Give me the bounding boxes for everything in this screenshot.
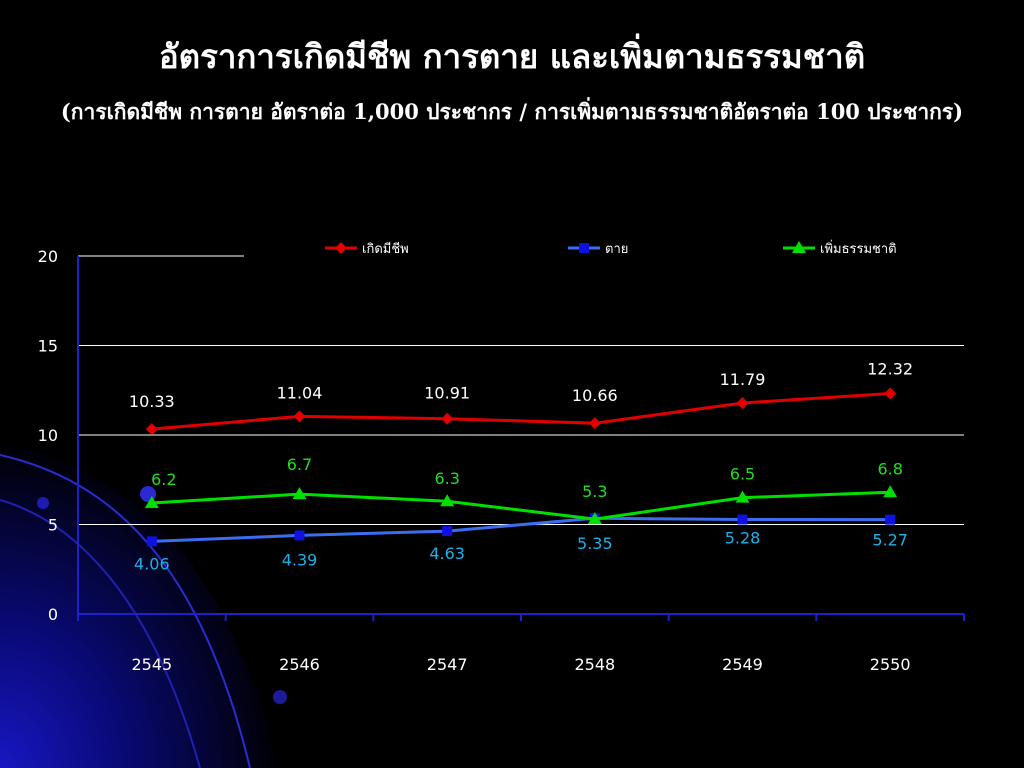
- marker-square: [579, 243, 589, 253]
- x-tick-label: 2549: [722, 655, 763, 674]
- marker-square: [294, 530, 305, 541]
- y-tick-label: 5: [48, 516, 58, 535]
- marker-triangle: [292, 487, 307, 500]
- marker-triangle: [735, 490, 750, 503]
- data-label: 4.06: [134, 554, 170, 573]
- y-tick-label: 20: [38, 247, 58, 266]
- marker-square: [885, 514, 896, 525]
- data-label: 5.27: [872, 531, 908, 550]
- legend-label: เพิ่มธรรมชาติ: [820, 240, 897, 257]
- marker-square: [737, 514, 748, 525]
- series-line: [151, 516, 891, 543]
- marker-square: [442, 526, 453, 537]
- data-label: 5.35: [577, 534, 613, 553]
- data-label: 5.28: [725, 528, 761, 547]
- data-label: 11.79: [720, 370, 766, 389]
- y-tick-label: 15: [38, 337, 58, 356]
- marker-diamond: [335, 242, 347, 254]
- marker-diamond: [588, 417, 601, 430]
- legend-label: เกิดมีชีพ: [362, 241, 409, 257]
- marker-diamond: [884, 387, 897, 400]
- series-line: [151, 391, 891, 431]
- data-label: 12.32: [867, 359, 913, 378]
- data-label: 4.39: [282, 550, 318, 569]
- marker-triangle: [883, 485, 898, 498]
- marker-diamond: [441, 412, 454, 425]
- legend-label: ตาย: [605, 242, 628, 257]
- slide-subtitle: (การเกิดมีชีพ การตาย อัตราต่อ 1,000 ประช…: [60, 99, 964, 124]
- data-label: 11.04: [277, 383, 323, 402]
- marker-triangle: [440, 494, 455, 507]
- x-tick-label: 2545: [131, 655, 172, 674]
- data-label: 6.7: [287, 455, 312, 474]
- marker-diamond: [293, 410, 306, 423]
- marker-triangle: [587, 512, 602, 525]
- data-label: 5.3: [582, 482, 607, 501]
- marker-square: [146, 536, 157, 547]
- data-label: 10.91: [424, 384, 470, 403]
- marker-triangle: [144, 496, 159, 509]
- data-label: 6.5: [730, 465, 755, 484]
- data-label: 10.33: [129, 392, 175, 411]
- x-tick-label: 2546: [279, 655, 320, 674]
- y-tick-label: 10: [38, 426, 58, 445]
- y-tick-label: 0: [48, 605, 58, 624]
- series-line: [151, 490, 891, 521]
- data-label: 6.3: [434, 469, 459, 488]
- x-tick-label: 2548: [574, 655, 615, 674]
- data-label: 4.63: [429, 544, 465, 563]
- data-label: 6.2: [151, 470, 176, 489]
- data-label: 6.8: [877, 459, 902, 478]
- slide-title: อัตราการเกิดมีชีพ การตาย และเพิ่มตามธรรม…: [158, 37, 866, 76]
- data-label: 10.66: [572, 386, 618, 405]
- x-tick-label: 2550: [870, 655, 911, 674]
- x-tick-label: 2547: [427, 655, 468, 674]
- marker-diamond: [145, 423, 158, 436]
- marker-triangle: [792, 241, 806, 253]
- marker-diamond: [736, 396, 749, 409]
